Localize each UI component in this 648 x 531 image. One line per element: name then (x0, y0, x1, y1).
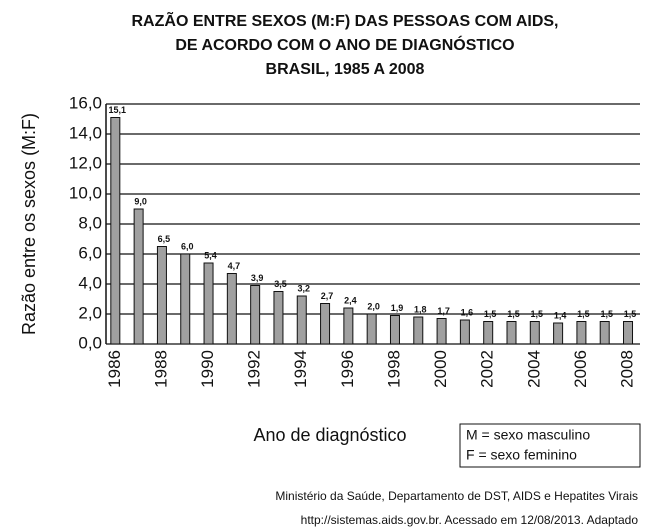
bar (576, 321, 587, 345)
y-tick-label: 16,0 (69, 93, 102, 112)
bar (203, 262, 214, 345)
chart-title: DE ACORDO COM O ANO DE DIAGNÓSTICO (175, 35, 514, 54)
value-label: 1,5 (507, 309, 520, 319)
bar (110, 117, 121, 345)
value-label: 3,2 (297, 283, 310, 293)
source: http://sistemas.aids.gov.br. Acessado em… (301, 513, 639, 527)
y-tick-label: 8,0 (78, 213, 102, 232)
x-axis-label: Ano de diagnóstico (253, 425, 406, 445)
x-tick-label: 1992 (245, 350, 264, 388)
x-tick-label: 2000 (431, 350, 450, 388)
bar (483, 321, 494, 345)
value-label: 15,1 (109, 105, 127, 115)
y-tick-label: 4,0 (78, 273, 102, 292)
bar (459, 319, 470, 345)
value-label: 1,9 (391, 303, 404, 313)
chart-title: BRASIL, 1985 A 2008 (266, 61, 425, 78)
value-label: 2,4 (344, 295, 357, 305)
value-label: 5,4 (204, 250, 217, 260)
x-tick-label: 1988 (151, 350, 170, 388)
bar (413, 316, 424, 345)
bar (180, 253, 191, 345)
value-label: 1,6 (461, 307, 474, 317)
value-label: 1,8 (414, 304, 427, 314)
value-label: 3,5 (274, 279, 287, 289)
value-label: 6,5 (158, 234, 171, 244)
y-axis-label: Razão entre os sexos (M:F) (19, 113, 39, 335)
bar (296, 295, 307, 345)
value-label: 1,4 (554, 310, 567, 320)
bar (436, 318, 447, 345)
x-tick-label: 1990 (198, 350, 217, 388)
x-tick-label: 2008 (618, 350, 637, 388)
value-label: 1,7 (437, 306, 450, 316)
x-tick-label: 2004 (524, 350, 543, 388)
bar (133, 208, 144, 345)
bar (623, 321, 634, 345)
bar (389, 315, 400, 345)
value-label: 1,5 (531, 309, 544, 319)
value-label: 4,7 (228, 261, 241, 271)
bar (506, 321, 517, 345)
legend-box (459, 423, 641, 468)
value-label: 1,5 (484, 309, 497, 319)
y-tick-label: 14,0 (69, 123, 102, 142)
value-label: 1,5 (600, 309, 613, 319)
x-tick-label: 1998 (384, 350, 403, 388)
x-tick-label: 1994 (291, 350, 310, 388)
value-label: 1,5 (577, 309, 590, 319)
bar (250, 285, 261, 345)
bar (156, 246, 167, 345)
y-tick-label: 2,0 (78, 303, 102, 322)
y-tick-label: 0,0 (78, 333, 102, 352)
bar (366, 313, 377, 345)
y-tick-label: 12,0 (69, 153, 102, 172)
value-label: 6,0 (181, 241, 194, 251)
legend-note: F = sexo feminino (466, 447, 577, 463)
value-label: 3,9 (251, 273, 264, 283)
bar (599, 321, 610, 345)
x-tick-label: 2006 (571, 350, 590, 388)
bar (343, 307, 354, 345)
bar (320, 303, 331, 345)
bar (273, 291, 284, 345)
bar (226, 273, 237, 345)
chart-title: RAZÃO ENTRE SEXOS (M:F) DAS PESSOAS COM … (132, 10, 559, 30)
x-tick-label: 1996 (338, 350, 357, 388)
legend-note: M = sexo masculino (466, 427, 590, 443)
y-tick-label: 10,0 (69, 183, 102, 202)
x-tick-label: 1986 (105, 350, 124, 388)
x-tick-label: 2002 (478, 350, 497, 388)
value-label: 1,5 (624, 309, 637, 319)
value-label: 2,7 (321, 291, 334, 301)
value-label: 9,0 (134, 196, 147, 206)
bar (553, 322, 564, 345)
value-label: 2,0 (367, 301, 380, 311)
y-tick-label: 6,0 (78, 243, 102, 262)
bar (529, 321, 540, 345)
source: Ministério da Saúde, Departamento de DST… (275, 489, 638, 503)
